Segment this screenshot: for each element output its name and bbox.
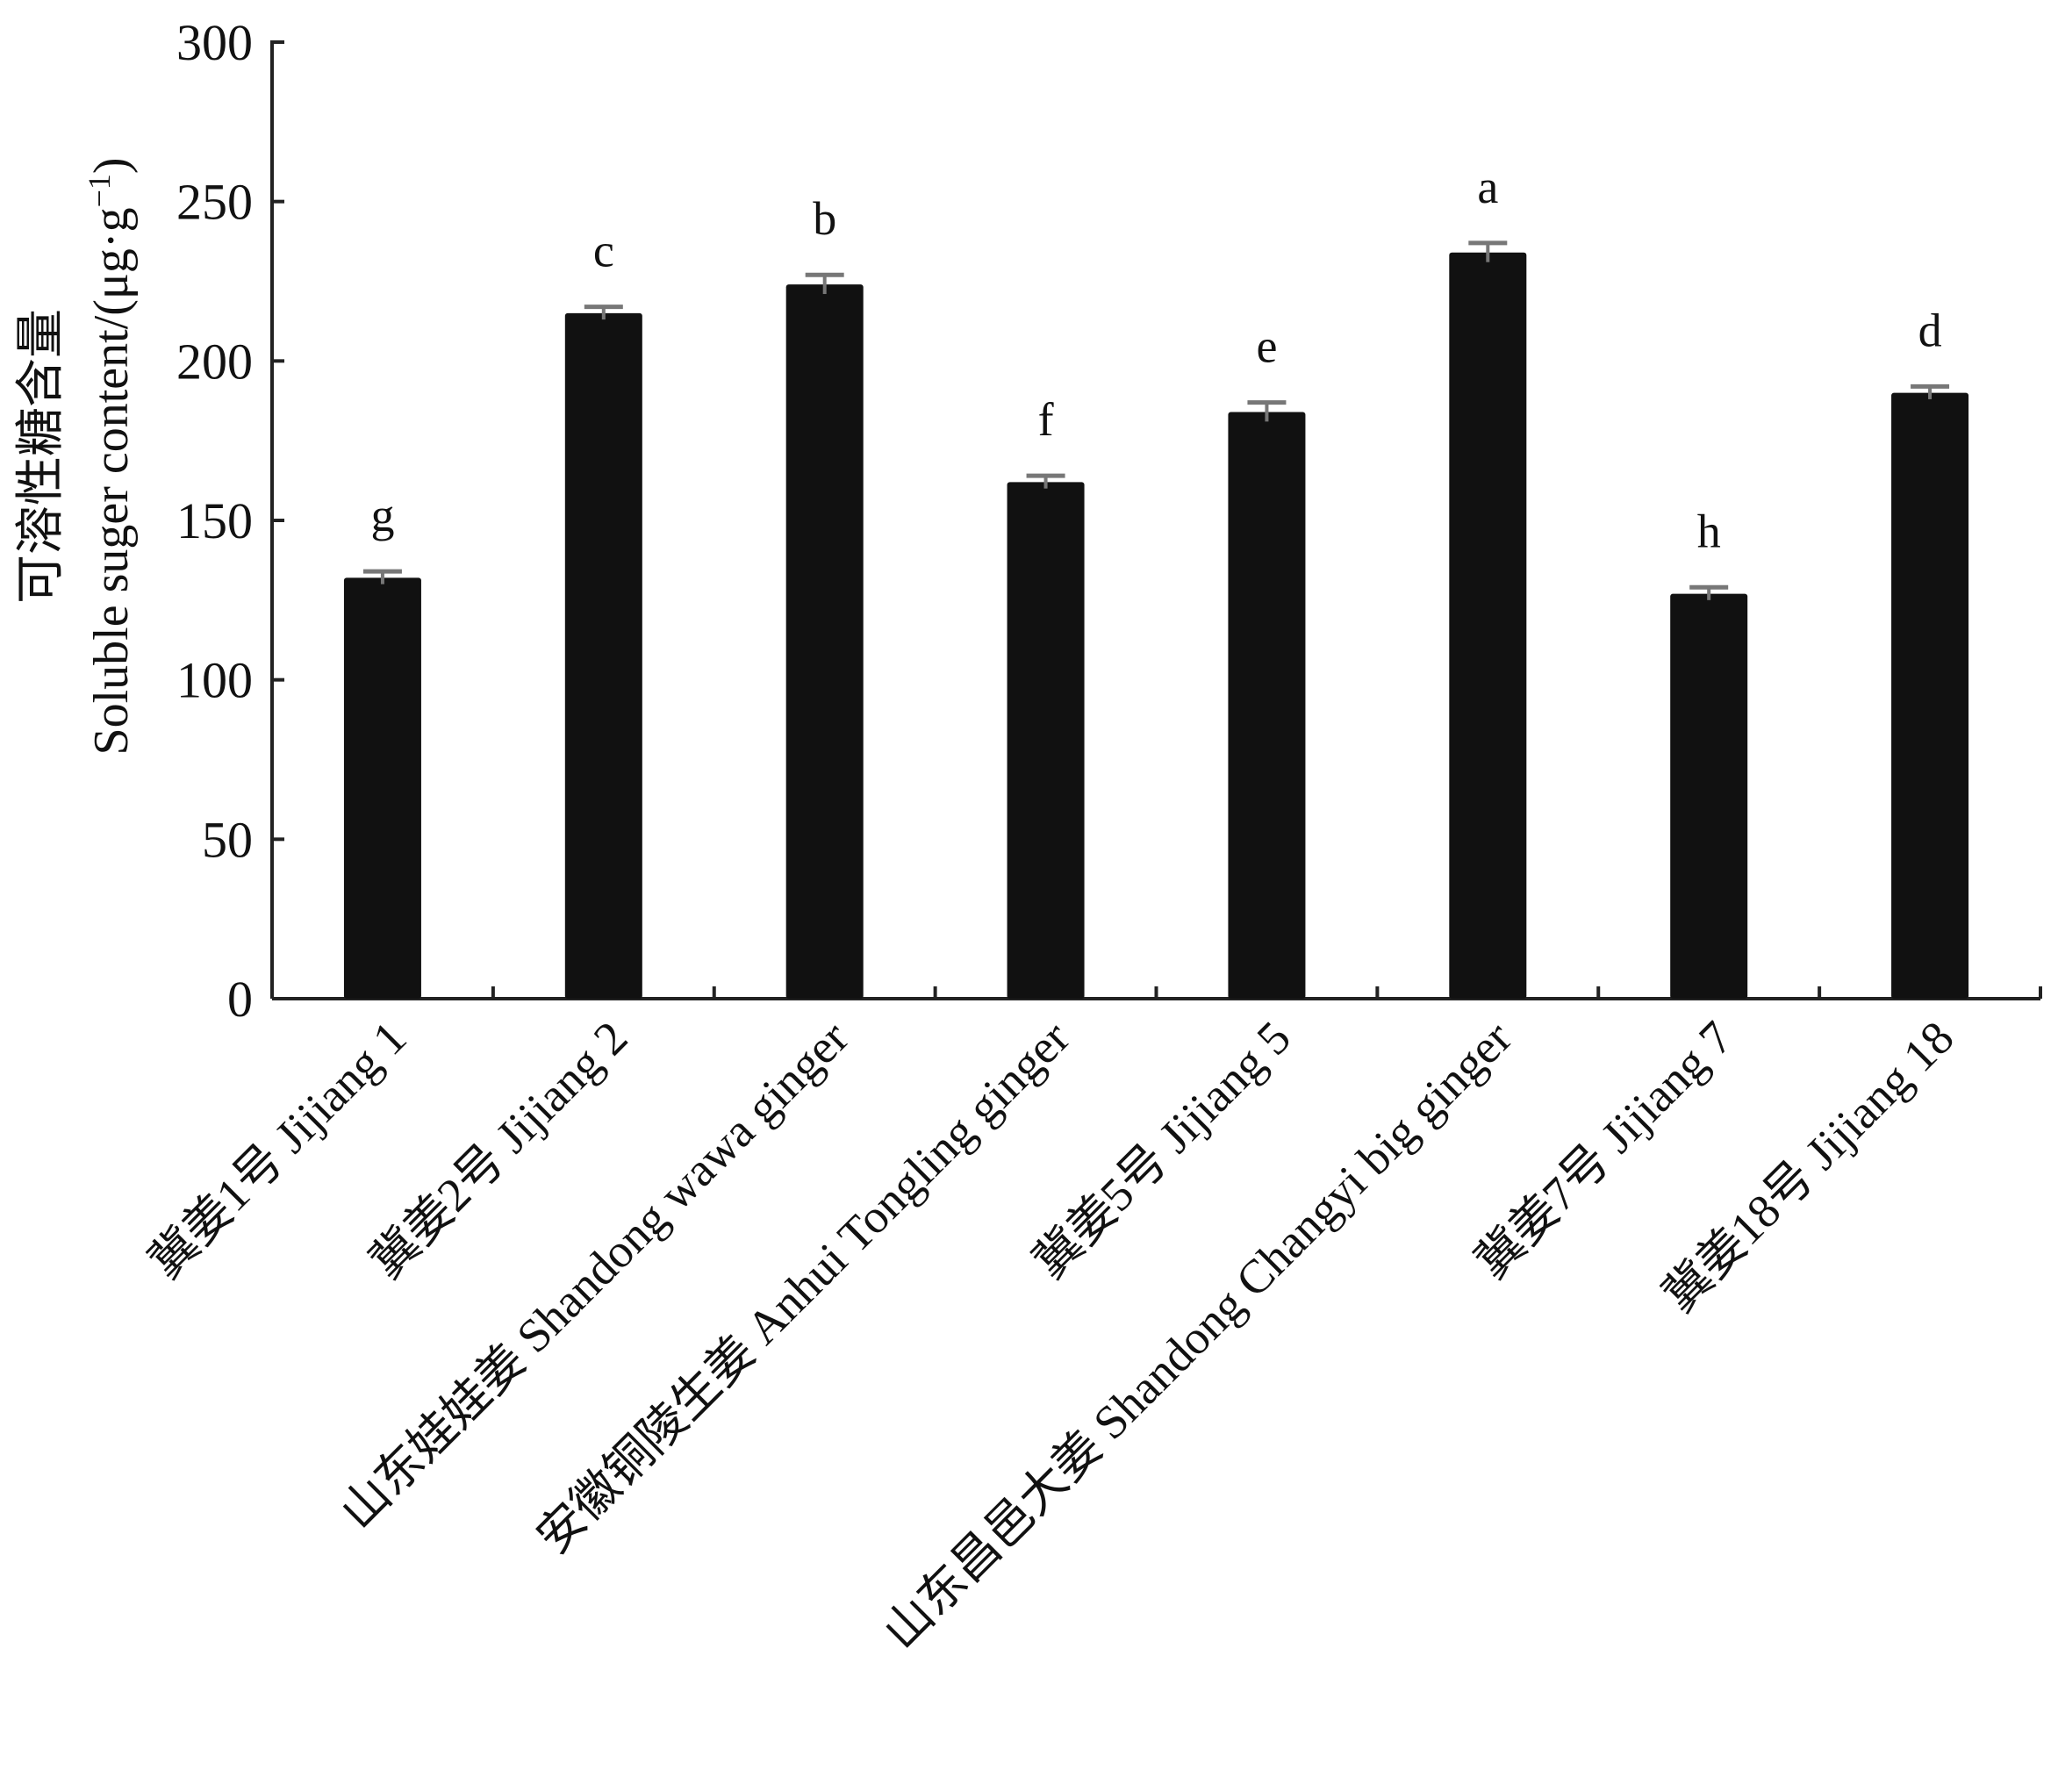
bar	[1228, 412, 1306, 999]
significance-letter: a	[1477, 161, 1498, 213]
significance-letter: f	[1038, 393, 1054, 446]
bar	[1891, 392, 1969, 1000]
y-axis-title-unit-sup: −1	[82, 174, 117, 207]
significance-letter: h	[1697, 505, 1721, 557]
y-tick-label: 300	[176, 14, 253, 71]
y-axis-title-cn: 可溶性糖含量	[14, 309, 68, 604]
y-axis-title-close: )	[84, 157, 139, 174]
significance-letter: d	[1918, 304, 1942, 356]
bar	[564, 312, 642, 999]
y-tick-label: 250	[176, 174, 253, 231]
y-tick-label: 100	[176, 652, 253, 709]
y-tick-label: 150	[176, 492, 253, 549]
bar	[1670, 593, 1748, 999]
significance-letter: b	[813, 192, 836, 245]
bar	[343, 577, 421, 999]
y-axis-title: 可溶性糖含量 Soluble suger content/(μg·g−1)	[14, 157, 139, 755]
bar	[785, 284, 864, 1000]
y-axis-title-en-main: Soluble suger content/(μg·g	[84, 207, 139, 755]
significance-letter: e	[1256, 320, 1277, 373]
y-axis-title-en: Soluble suger content/(μg·g−1)	[82, 157, 139, 755]
bar	[1007, 482, 1085, 999]
bars: g c b f e a h d	[343, 161, 1969, 1000]
y-axis-ticks: 0 50 100 150 200 250 300	[176, 14, 284, 1028]
y-tick-label: 200	[176, 333, 253, 390]
axes	[270, 40, 2042, 1000]
y-tick-label: 50	[202, 811, 253, 868]
bar	[1449, 252, 1527, 999]
significance-letter: g	[370, 489, 394, 541]
significance-letter: c	[593, 225, 614, 277]
y-tick-label: 0	[227, 971, 253, 1028]
